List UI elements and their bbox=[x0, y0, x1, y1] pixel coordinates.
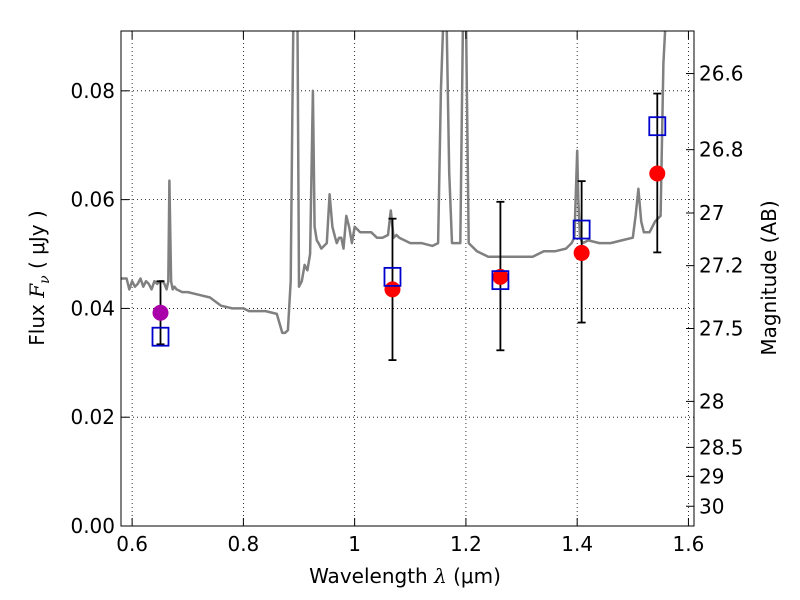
magnitude-axis-title: Magnitude (AB) bbox=[757, 200, 781, 355]
synthetic-point bbox=[383, 266, 402, 287]
magnitude-tick-label: 30 bbox=[699, 494, 724, 518]
magnitude-tick-label: 27.2 bbox=[699, 254, 744, 278]
synthetic-points-layer bbox=[151, 116, 667, 347]
magnitude-tick-label: 26.8 bbox=[699, 138, 744, 162]
y-axis: 0.00 0.02 0.04 0.06 0.08 bbox=[70, 79, 129, 538]
magnitude-tick-label: 27.5 bbox=[699, 317, 744, 341]
x-axis-title: Wavelength λ (μm) bbox=[309, 564, 501, 588]
x-axis: 0.6 0.8 1 1.2 1.4 1.6 bbox=[116, 31, 704, 556]
synthetic-point bbox=[491, 270, 510, 291]
y-tick-label: 0.08 bbox=[70, 79, 115, 103]
observed-point bbox=[152, 304, 169, 321]
magnitude-tick-label: 28.5 bbox=[699, 435, 744, 459]
y-tick-label: 0.06 bbox=[70, 188, 115, 212]
synthetic-point bbox=[572, 219, 591, 240]
x-tick-label: 1 bbox=[348, 532, 361, 556]
x-tick-label: 1.4 bbox=[561, 532, 593, 556]
plot-background bbox=[121, 31, 694, 526]
plot-frame bbox=[120, 30, 695, 527]
y-tick-label: 0.00 bbox=[70, 514, 115, 538]
magnitude-tick-label: 28 bbox=[699, 389, 724, 413]
observed-point bbox=[492, 268, 509, 285]
x-tick-label: 1.2 bbox=[450, 532, 482, 556]
y-tick-label: 0.04 bbox=[70, 296, 115, 320]
grid-lines bbox=[121, 31, 694, 526]
magnitude-tick-label: 26.6 bbox=[699, 62, 744, 86]
observed-point bbox=[649, 165, 666, 182]
x-tick-label: 1.6 bbox=[673, 532, 705, 556]
y-tick-label: 0.02 bbox=[70, 405, 115, 429]
observed-point bbox=[573, 244, 590, 261]
y-axis-title: Flux Fν ( μJy ) bbox=[25, 210, 53, 345]
magnitude-tick-label: 27 bbox=[699, 201, 724, 225]
magnitude-tick-label: 29 bbox=[699, 464, 724, 488]
x-tick-label: 0.8 bbox=[227, 532, 259, 556]
observed-point bbox=[384, 281, 401, 298]
x-tick-label: 0.6 bbox=[116, 532, 148, 556]
model-sed-layer bbox=[121, 31, 667, 335]
synthetic-point bbox=[648, 116, 667, 137]
model-sed-line bbox=[121, 31, 667, 335]
synthetic-point bbox=[151, 326, 170, 347]
magnitude-axis: 26.6 26.8 27 27.2 27.5 28 28.5 29 30 bbox=[686, 62, 744, 518]
